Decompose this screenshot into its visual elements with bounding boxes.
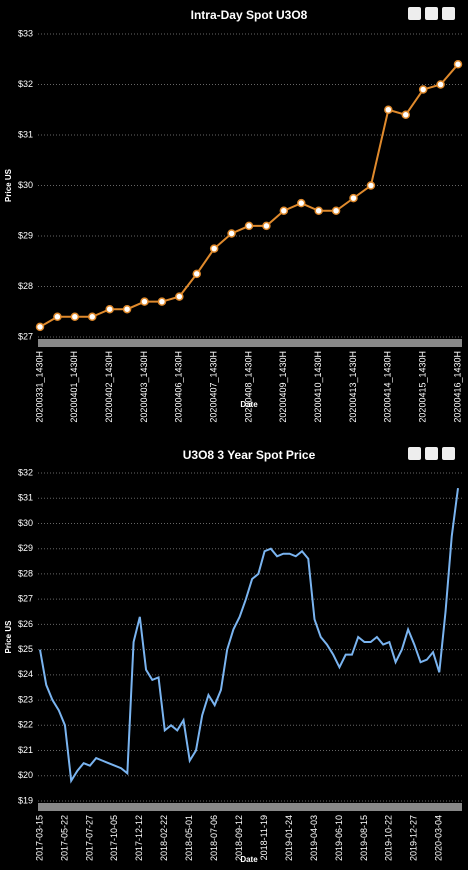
data-point	[401, 110, 410, 120]
data-point	[175, 292, 184, 301]
x-axis-label: Date	[240, 400, 258, 409]
chart-title: U3O8 3 Year Spot Price	[183, 448, 316, 462]
x-tick-label: 2019-04-03	[309, 815, 319, 861]
data-line	[39, 63, 459, 328]
x-tick-label: 2018-05-01	[184, 815, 194, 861]
x-tick-label: 20200409_1430H	[278, 351, 288, 423]
x-tick-label: 2019-08-15	[359, 815, 369, 861]
y-tick-label: $30	[18, 180, 33, 190]
toolbar-bottom	[408, 447, 455, 460]
y-tick-label: $21	[18, 745, 33, 755]
data-point	[88, 312, 97, 322]
button[interactable]	[425, 7, 438, 20]
y-tick-label: $22	[18, 720, 33, 730]
data-point	[244, 221, 254, 231]
y-axis-label: Price US	[4, 620, 13, 654]
y-tick-label: $28	[18, 281, 33, 291]
y-tick-label: $32	[18, 467, 33, 477]
data-point	[105, 304, 114, 314]
data-point	[331, 206, 341, 215]
y-tick-label: $30	[18, 518, 33, 528]
y-tick-label: $31	[18, 129, 33, 139]
x-tick-label: 20200408_1430H	[243, 351, 253, 423]
x-tick-label: 20200406_1430H	[174, 351, 184, 423]
y-tick-label: $27	[18, 331, 33, 341]
x-tick-label: 2018-07-06	[209, 815, 219, 861]
button[interactable]	[425, 447, 438, 460]
button[interactable]	[408, 447, 421, 460]
x-tick-label: 2017-12-12	[134, 815, 144, 861]
data-point	[70, 312, 80, 322]
x-tick-label: 20200407_1430H	[209, 351, 219, 423]
x-tick-label: 20200403_1430H	[139, 351, 149, 423]
x-tick-label: 20200410_1430H	[313, 351, 323, 423]
x-tick-label: 2019-06-10	[334, 815, 344, 861]
x-axis-band	[38, 339, 462, 347]
data-point	[262, 221, 271, 231]
data-point	[297, 198, 306, 208]
y-tick-label: $33	[18, 28, 33, 38]
chart-title: Intra-Day Spot U3O8	[191, 8, 308, 22]
data-point	[314, 206, 323, 215]
x-tick-label: 2018-02-22	[159, 815, 169, 861]
y-tick-label: $19	[18, 795, 33, 805]
x-tick-label: 2018-09-12	[234, 815, 244, 861]
x-tick-label: 20200413_1430H	[348, 351, 358, 423]
x-tick-label: 20200415_1430H	[418, 351, 428, 423]
y-tick-label: $20	[18, 770, 33, 780]
x-tick-label: 2020-03-04	[434, 815, 444, 861]
y-tick-label: $31	[18, 493, 33, 503]
y-tick-label: $32	[18, 79, 33, 89]
x-tick-label: 2017-10-05	[109, 815, 119, 861]
data-point	[53, 312, 62, 322]
data-point	[140, 297, 149, 306]
data-point	[384, 105, 393, 114]
data-point	[349, 193, 358, 203]
data-point	[418, 85, 428, 94]
y-tick-label: $29	[18, 543, 33, 553]
x-tick-label: 2019-01-24	[284, 815, 294, 861]
data-point	[366, 181, 376, 190]
button[interactable]	[408, 7, 421, 20]
y-tick-label: $28	[18, 568, 33, 578]
toolbar-top	[408, 7, 455, 20]
data-point	[453, 60, 463, 69]
data-point	[35, 322, 45, 332]
y-tick-label: $24	[18, 669, 33, 679]
x-tick-label: 2017-03-15	[34, 815, 44, 861]
data-point	[192, 269, 201, 279]
x-tick-label: 2017-07-27	[84, 815, 94, 861]
data-point	[122, 304, 132, 314]
y-tick-label: $29	[18, 230, 33, 240]
x-axis-band	[38, 803, 462, 811]
x-tick-label: 2017-05-22	[59, 815, 69, 861]
data-point	[209, 244, 219, 253]
x-tick-label: 2019-10-22	[384, 815, 394, 861]
x-tick-label: 20200331_1430H	[34, 351, 44, 423]
button[interactable]	[442, 447, 455, 460]
data-point	[157, 297, 167, 306]
x-tick-label: 2019-12-27	[409, 815, 419, 861]
data-point	[436, 80, 445, 89]
data-point	[227, 229, 236, 238]
x-tick-label: 20200416_1430H	[452, 351, 462, 423]
x-tick-label: 20200414_1430H	[383, 351, 393, 423]
data-line	[39, 488, 459, 784]
y-tick-label: $27	[18, 594, 33, 604]
y-axis-label: Price US	[4, 168, 13, 202]
x-tick-label: 20200402_1430H	[104, 351, 114, 423]
data-point	[279, 206, 289, 215]
y-tick-label: $26	[18, 619, 33, 629]
x-tick-label: 2018-11-19	[259, 815, 269, 860]
y-tick-label: $25	[18, 644, 33, 654]
x-tick-label: 20200401_1430H	[69, 351, 79, 423]
y-tick-label: $23	[18, 694, 33, 704]
button[interactable]	[442, 7, 455, 20]
x-axis-label: Date	[240, 855, 258, 864]
